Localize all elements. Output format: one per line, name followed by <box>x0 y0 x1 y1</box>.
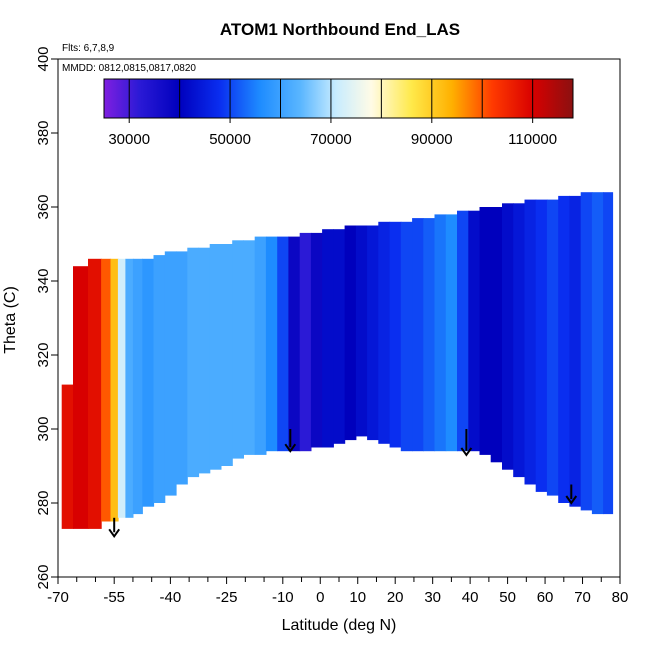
heatmap-cell <box>412 218 424 452</box>
heatmap-cell <box>221 244 233 466</box>
heatmap-cell <box>434 214 447 452</box>
heatmap-cell <box>132 258 143 515</box>
colorbar-tick-label: 30000 <box>108 131 150 148</box>
arrow-markers <box>108 429 578 539</box>
heatmap-cell <box>355 225 368 437</box>
flights-label: Flts: 6,7,8,9 <box>62 43 115 54</box>
x-tick-label: 20 <box>387 589 404 606</box>
heatmap-cell <box>400 221 413 452</box>
heatmap-cell <box>367 225 379 441</box>
colorbar-tick-label: 50000 <box>209 131 251 148</box>
heatmap-cell <box>88 258 102 529</box>
y-tick-label: 260 <box>35 564 52 589</box>
heatmap-cell <box>322 229 334 448</box>
heatmap-cell <box>101 258 112 522</box>
heatmap-cell <box>513 203 525 478</box>
y-tick-label: 360 <box>35 194 52 219</box>
x-tick-label: 30 <box>424 589 441 606</box>
x-tick-label: -10 <box>272 589 294 606</box>
heatmap-cell <box>535 199 548 492</box>
mmdd-label: MMDD: 0812,0815,0817,0820 <box>62 63 196 74</box>
x-tick-label: 60 <box>537 589 554 606</box>
heatmap-cell <box>389 221 402 448</box>
heatmap-cell <box>333 229 346 444</box>
x-tick-label: -70 <box>47 589 69 606</box>
x-tick-label: 10 <box>349 589 366 606</box>
y-tick-label: 300 <box>35 416 52 441</box>
heatmap-cell <box>254 236 267 455</box>
y-tick-label: 320 <box>35 342 52 367</box>
y-tick-label: 380 <box>35 120 52 145</box>
heatmap-cell <box>490 207 503 463</box>
heatmap-cell <box>603 192 614 515</box>
heatmap-cell <box>344 225 357 441</box>
x-tick-label: 40 <box>462 589 479 606</box>
arrow-head <box>565 495 578 505</box>
heatmap-cell <box>187 247 200 478</box>
y-tick-label: 400 <box>35 46 52 71</box>
heatmap-cell <box>580 192 593 511</box>
x-tick-label: 70 <box>574 589 591 606</box>
heatmap-cell <box>164 251 177 496</box>
heatmap-cell <box>232 240 244 459</box>
heatmap-cell <box>468 210 481 452</box>
colorbar-tick-label: 110000 <box>508 131 557 148</box>
arrow-head <box>108 528 121 539</box>
heatmap-cell <box>176 251 188 485</box>
y-tick-label: 280 <box>35 490 52 515</box>
heatmap-cell <box>288 236 301 452</box>
colorbar-bar <box>103 78 574 119</box>
heatmap-cell <box>423 218 436 452</box>
y-axis-label: Theta (C) <box>2 286 19 354</box>
heatmap-cell <box>153 255 166 503</box>
heatmap-cell <box>457 210 469 452</box>
x-tick-label: -40 <box>160 589 182 606</box>
heatmap-cell <box>73 266 89 529</box>
heatmap-cell <box>117 258 126 518</box>
heatmap-cell <box>125 258 134 518</box>
heatmap-cell <box>265 236 278 452</box>
x-tick-label: 80 <box>612 589 629 606</box>
heatmap-cell <box>546 199 559 496</box>
x-tick-label: -25 <box>216 589 238 606</box>
colorbar-tick-label: 90000 <box>411 131 453 148</box>
heatmap-cell <box>591 192 604 515</box>
x-tick-label: -55 <box>103 589 125 606</box>
heatmap-field <box>61 192 614 529</box>
heatmap-cell <box>558 195 570 503</box>
heatmap-cell <box>142 258 155 507</box>
heatmap-cell <box>378 221 391 444</box>
x-axis: -70 -55 -40 -25 -10 0 10 20 30 40 50 60 70 80 <box>47 577 628 606</box>
heatmap-cell <box>198 247 211 474</box>
heatmap-cell <box>479 207 492 455</box>
x-tick-label: 50 <box>499 589 516 606</box>
heatmap-cell <box>243 240 256 455</box>
heatmap-cell <box>524 199 537 485</box>
heatmap-cell <box>277 236 289 452</box>
y-axis: 260 280 300 320 340 360 380 400 <box>35 46 58 590</box>
chart-title: ATOM1 Northbound End_LAS <box>220 20 460 39</box>
heatmap-cell <box>209 244 222 470</box>
y-tick-label: 340 <box>35 268 52 293</box>
heatmap-cell <box>569 195 582 507</box>
heatmap-cell <box>110 258 119 522</box>
x-tick-label: 0 <box>316 589 324 606</box>
heatmap-cell <box>310 232 323 448</box>
colorbar-tick-label: 70000 <box>310 131 352 148</box>
heatmap-cell <box>61 384 74 529</box>
x-axis-label: Latitude (deg N) <box>282 617 397 634</box>
heatmap-cell <box>502 203 514 470</box>
heatmap-cell <box>445 214 458 452</box>
colorbar: 30000 50000 70000 90000 110000 <box>103 78 574 148</box>
arrow-head <box>460 447 473 457</box>
arrow-head <box>284 443 297 453</box>
heatmap-cell <box>299 232 312 452</box>
